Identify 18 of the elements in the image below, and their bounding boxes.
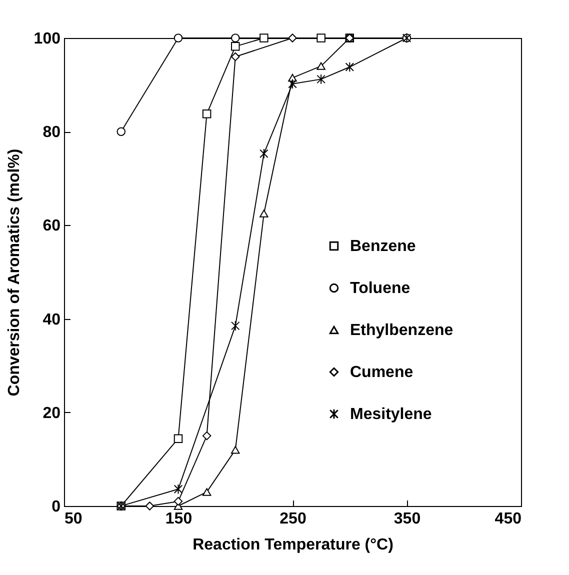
x-tick-label: 350 [394,510,421,528]
x-tick-label: 150 [165,510,192,528]
legend-label: Mesitylene [350,406,432,423]
y-tick-label: 20 [42,404,61,422]
legend-label: Benzene [350,238,416,255]
y-tick-label: 60 [42,218,61,235]
y-axis-title: Conversion of Aromatics (mol%) [6,148,23,396]
x-axis-title: Reaction Temperature (°C) [192,536,394,554]
x-tick-label: 50 [64,510,82,528]
x-tick-label: 250 [280,510,306,528]
legend-label: Ethylbenzene [350,322,454,339]
x-tick-label: 450 [494,510,522,528]
legend-label: Toluene [350,280,410,297]
legend-label: Cumene [350,364,414,381]
y-tick-label: 0 [52,498,61,516]
y-tick-label: 100 [34,30,61,48]
y-tick-label: 80 [42,124,61,142]
y-tick-label: 40 [42,311,61,328]
